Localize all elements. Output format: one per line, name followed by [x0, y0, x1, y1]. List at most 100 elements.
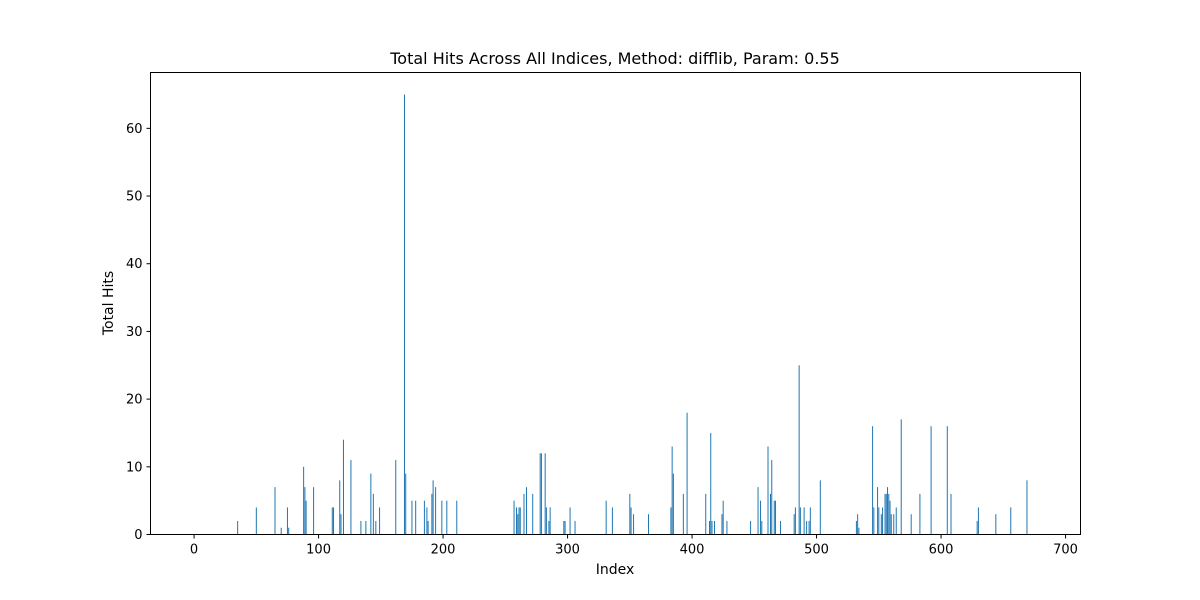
- bar: [605, 500, 607, 535]
- bar: [549, 507, 551, 535]
- x-tick-label: 200: [431, 543, 456, 558]
- bar: [670, 507, 672, 535]
- bar: [286, 507, 288, 535]
- bar: [889, 500, 891, 535]
- bar: [858, 527, 860, 535]
- bar: [760, 500, 762, 535]
- bar: [274, 487, 276, 535]
- bar: [779, 520, 781, 535]
- bar: [878, 507, 880, 535]
- bar: [523, 493, 525, 535]
- bar: [532, 493, 534, 535]
- bar: [564, 520, 566, 535]
- bar: [976, 520, 978, 535]
- bar: [705, 493, 707, 535]
- x-tick-label: 400: [680, 543, 705, 558]
- bar: [375, 520, 377, 535]
- bar: [303, 466, 305, 535]
- y-tick-label: 0: [134, 528, 142, 543]
- bar: [794, 507, 796, 535]
- bar: [432, 480, 434, 535]
- bar: [919, 493, 921, 535]
- bar: [798, 365, 800, 535]
- bar: [900, 419, 902, 535]
- bar: [672, 473, 674, 535]
- bar: [544, 453, 546, 535]
- bar: [456, 500, 458, 535]
- bar: [426, 507, 428, 535]
- bar: [977, 507, 979, 535]
- bar: [819, 480, 821, 535]
- bar: [880, 514, 882, 535]
- bar: [545, 507, 547, 535]
- bar: [405, 473, 407, 535]
- bar: [857, 514, 859, 535]
- bar: [910, 514, 912, 535]
- chart-title: Total Hits Across All Indices, Method: d…: [389, 49, 840, 68]
- bar: [885, 493, 887, 535]
- bar: [767, 446, 769, 535]
- bar: [773, 500, 775, 535]
- bar: [1010, 507, 1012, 535]
- bar: [950, 493, 952, 535]
- y-tick-label: 30: [126, 325, 143, 340]
- bar: [423, 500, 425, 535]
- bar: [855, 520, 857, 535]
- bar: [630, 507, 632, 535]
- bar: [237, 520, 239, 535]
- bar: [304, 487, 306, 535]
- bar: [339, 480, 341, 535]
- bar: [395, 460, 397, 535]
- bar: [774, 500, 776, 535]
- bar: [709, 520, 710, 535]
- bar: [435, 487, 437, 535]
- bar: [525, 487, 527, 535]
- bar: [427, 520, 429, 535]
- bar: [548, 520, 550, 535]
- bar: [403, 94, 405, 535]
- bar: [895, 507, 897, 535]
- bar: [280, 527, 282, 535]
- bar: [686, 412, 688, 535]
- bar: [569, 507, 571, 535]
- bar: [519, 507, 521, 535]
- bar: [518, 507, 520, 535]
- bar: [803, 507, 805, 535]
- bar: [333, 507, 335, 535]
- bar: [890, 514, 892, 535]
- bar: [540, 453, 542, 535]
- bar: [611, 507, 613, 535]
- y-axis-label: Total Hits: [101, 271, 117, 336]
- bar: [761, 520, 763, 535]
- bar: [331, 507, 333, 535]
- bar: [884, 493, 886, 535]
- bar: [313, 487, 315, 535]
- y-tick-label: 50: [126, 190, 143, 205]
- bar: [513, 500, 515, 535]
- bar: [671, 446, 673, 535]
- bar: [372, 493, 374, 535]
- bar: [411, 500, 413, 535]
- bar: [415, 500, 417, 535]
- bar: [771, 460, 773, 535]
- bar: [710, 432, 712, 535]
- bar: [288, 527, 290, 535]
- y-tick-label: 10: [126, 460, 143, 475]
- y-tick-label: 20: [126, 393, 143, 408]
- bar: [877, 487, 879, 535]
- bar: [431, 493, 433, 535]
- bar: [711, 520, 713, 535]
- plot-frame: [150, 72, 1081, 535]
- bar: [1026, 480, 1028, 535]
- bar: [726, 520, 728, 535]
- x-tick-label: 0: [190, 543, 198, 558]
- bar: [770, 493, 771, 535]
- bars-group: [237, 94, 1028, 535]
- bar: [342, 439, 344, 535]
- bar: [995, 514, 997, 535]
- bar: [539, 453, 541, 535]
- bar: [893, 514, 895, 535]
- bar: [722, 500, 724, 535]
- y-tick-label: 40: [126, 257, 143, 272]
